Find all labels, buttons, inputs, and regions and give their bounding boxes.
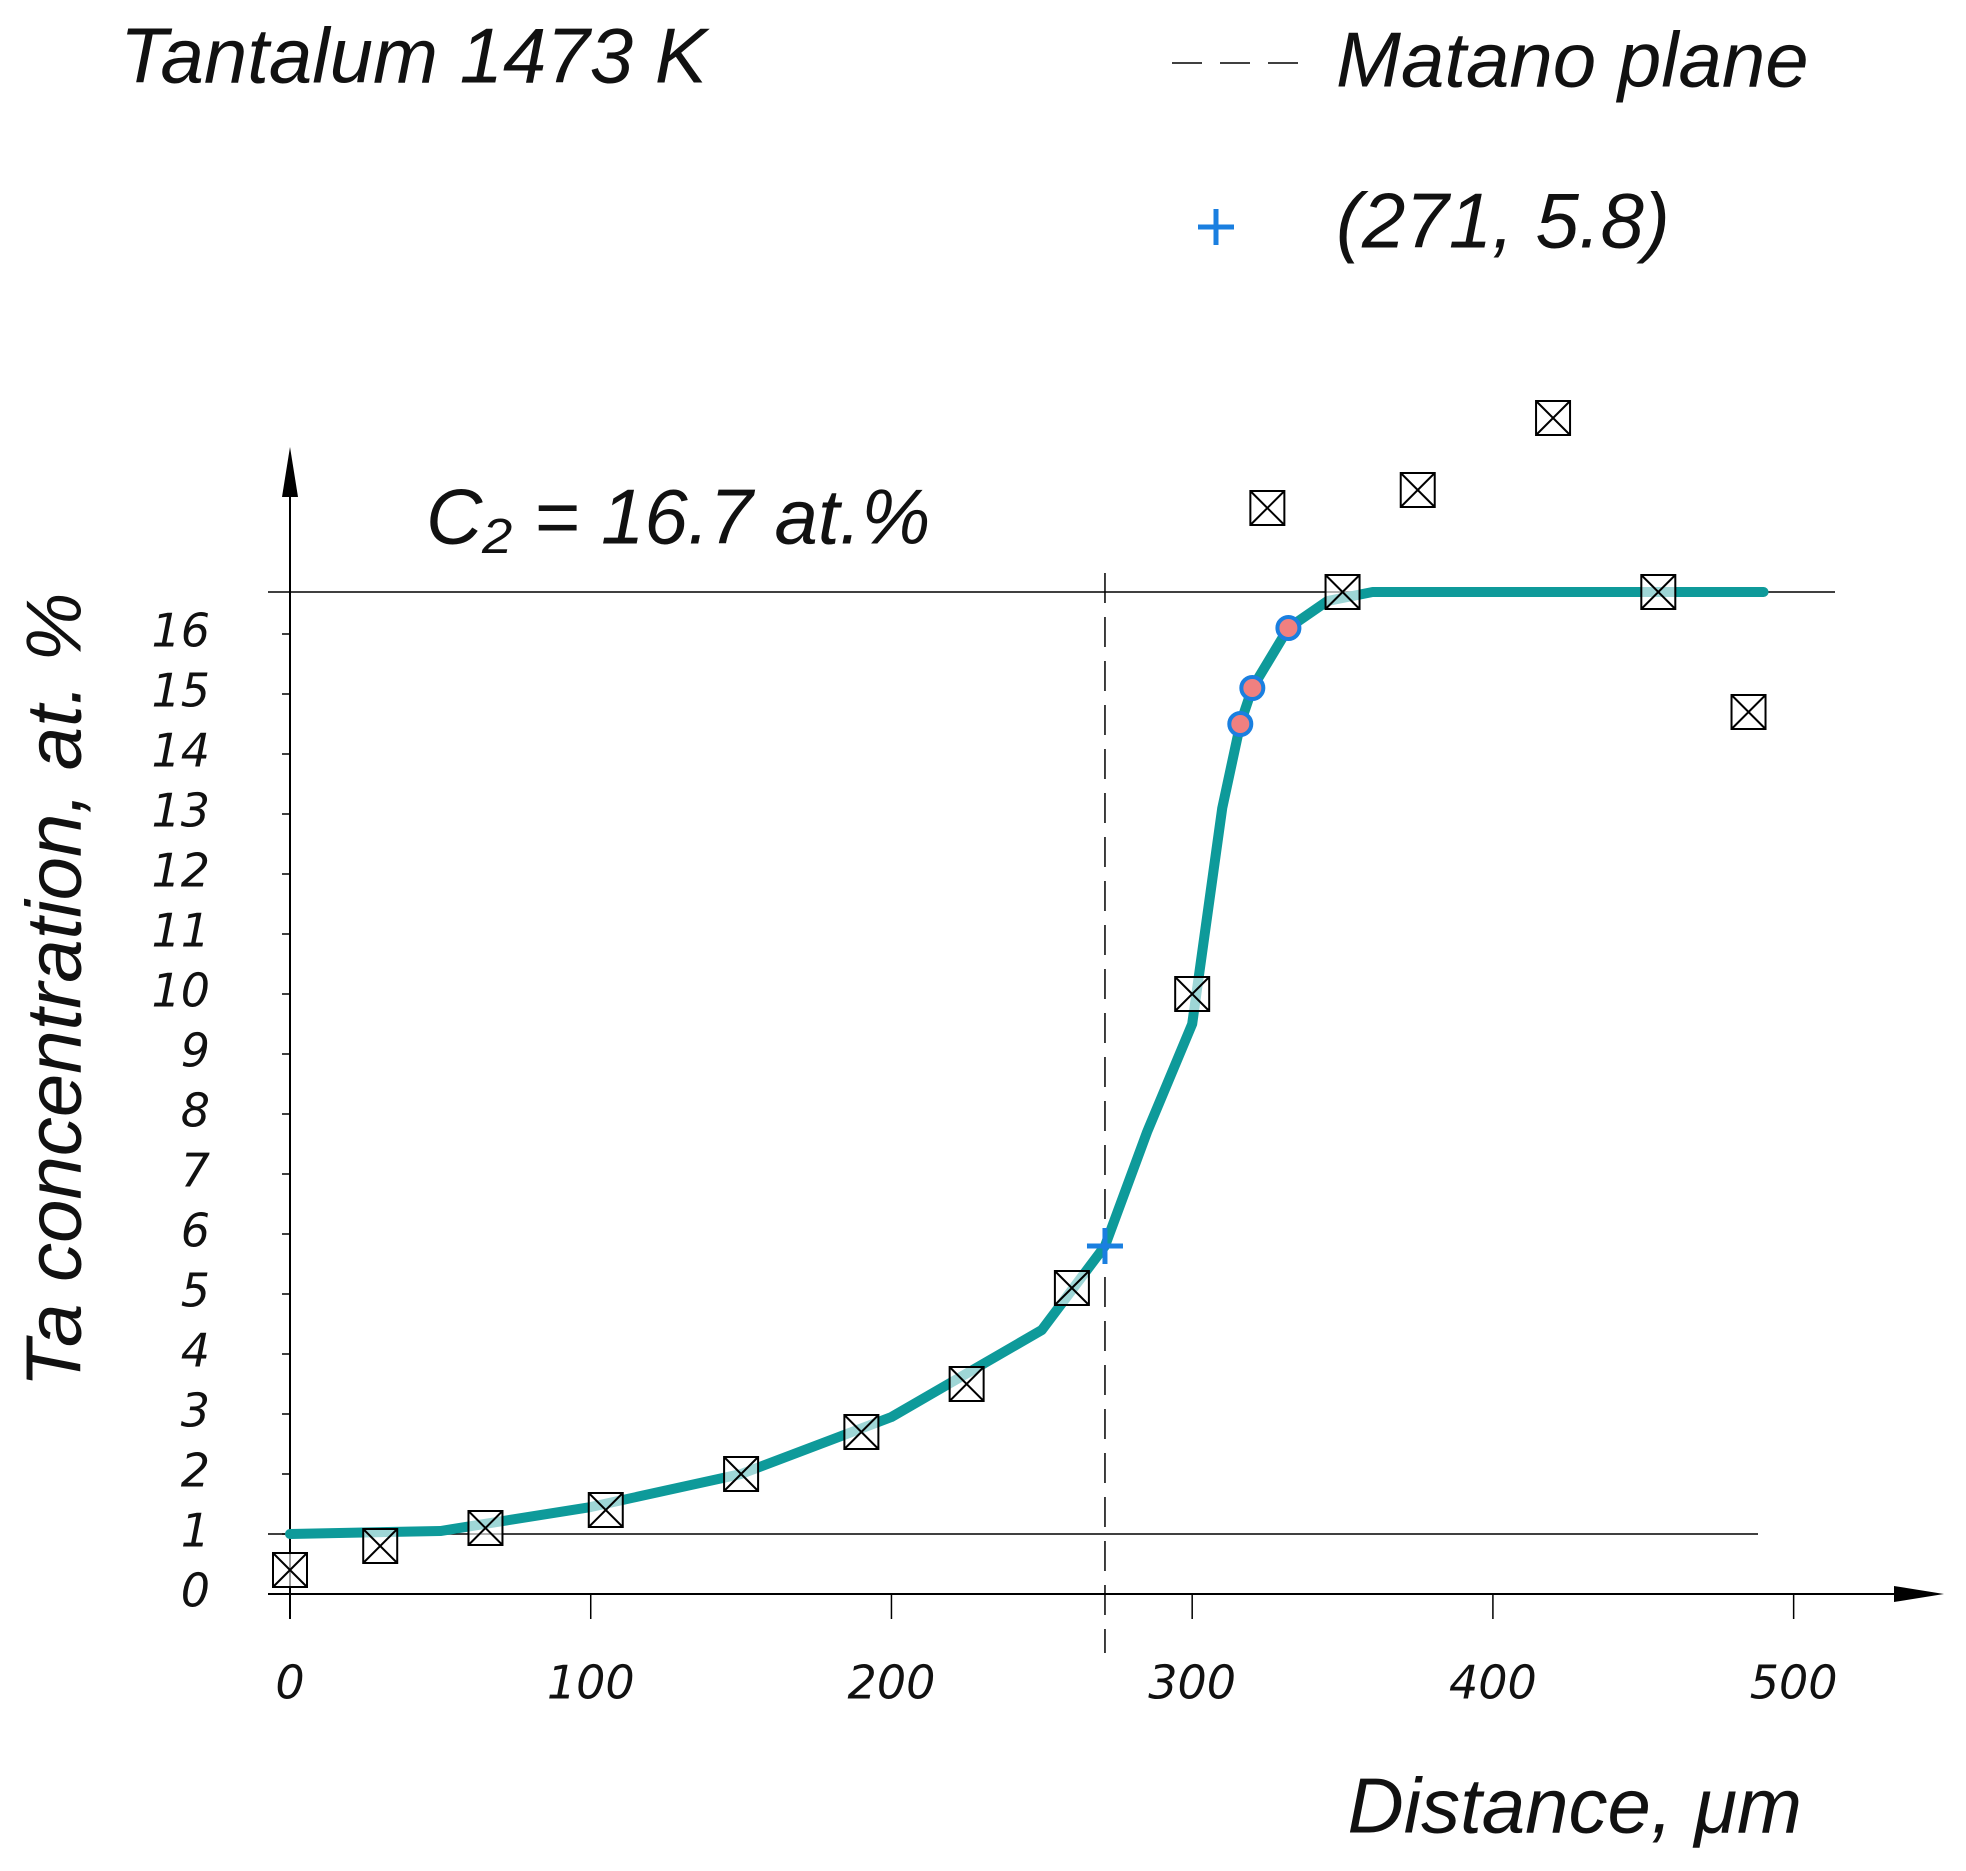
data-point <box>1324 574 1361 610</box>
data-point <box>362 1528 399 1564</box>
y-tick-label: 2 <box>181 1444 210 1498</box>
x-tick-label: 500 <box>1750 1656 1838 1710</box>
y-tick-label: 5 <box>181 1264 210 1318</box>
y-tick-label: 10 <box>151 964 210 1018</box>
data-point <box>272 1552 308 1588</box>
data-point <box>1535 400 1572 436</box>
x-tick-label: 300 <box>1148 1656 1236 1710</box>
y-axis-label: Ta concentration, at. % <box>10 593 98 1388</box>
x-tick-label: 400 <box>1449 1656 1537 1710</box>
y-tick-label: 4 <box>181 1324 210 1378</box>
legend-label: (271, 5.8) <box>1336 177 1670 265</box>
highlight-point <box>1239 675 1266 701</box>
data-point <box>1249 490 1286 526</box>
y-tick-label: 6 <box>181 1204 210 1258</box>
data-point <box>1640 574 1677 610</box>
y-tick-label: 12 <box>151 844 210 898</box>
y-tick-label: 3 <box>181 1384 210 1438</box>
highlight-point <box>1227 711 1254 737</box>
y-tick-label: 9 <box>181 1024 210 1078</box>
y-tick-label: 1 <box>181 1504 210 1558</box>
y-tick-label: 13 <box>151 784 210 838</box>
highlight-point <box>1275 615 1302 641</box>
data-point <box>843 1414 880 1450</box>
chart-title: Tantalum 1473 K <box>120 12 710 100</box>
legend-label: Matano plane <box>1336 16 1809 104</box>
y-tick-label: 16 <box>151 604 210 658</box>
y-axis-arrow <box>282 447 298 497</box>
data-point <box>1730 694 1767 730</box>
x-tick-label: 0 <box>275 1656 304 1710</box>
x-axis-label: Distance, μm <box>1347 1762 1802 1850</box>
data-point <box>587 1492 624 1528</box>
y-tick-label: 15 <box>151 664 210 718</box>
y-tick-label: 7 <box>181 1144 210 1198</box>
marker-point <box>1086 1228 1123 1264</box>
data-point <box>467 1510 504 1546</box>
y-tick-label: 11 <box>151 904 210 958</box>
y-tick-label: 8 <box>181 1084 210 1138</box>
data-point <box>948 1366 985 1402</box>
x-axis-arrow <box>1894 1586 1944 1602</box>
data-point <box>1053 1270 1090 1306</box>
x-tick-label: 100 <box>547 1656 635 1710</box>
data-point <box>1399 472 1436 508</box>
data-point <box>723 1456 760 1492</box>
legend-marker <box>1198 209 1234 245</box>
data-point <box>1174 976 1211 1012</box>
y-tick-label: 0 <box>181 1564 210 1618</box>
x-tick-label: 200 <box>848 1656 936 1710</box>
annotation: C₂ = 16.7 at.% <box>426 473 931 561</box>
fit-curve <box>285 587 1769 1539</box>
y-tick-label: 14 <box>151 724 210 778</box>
